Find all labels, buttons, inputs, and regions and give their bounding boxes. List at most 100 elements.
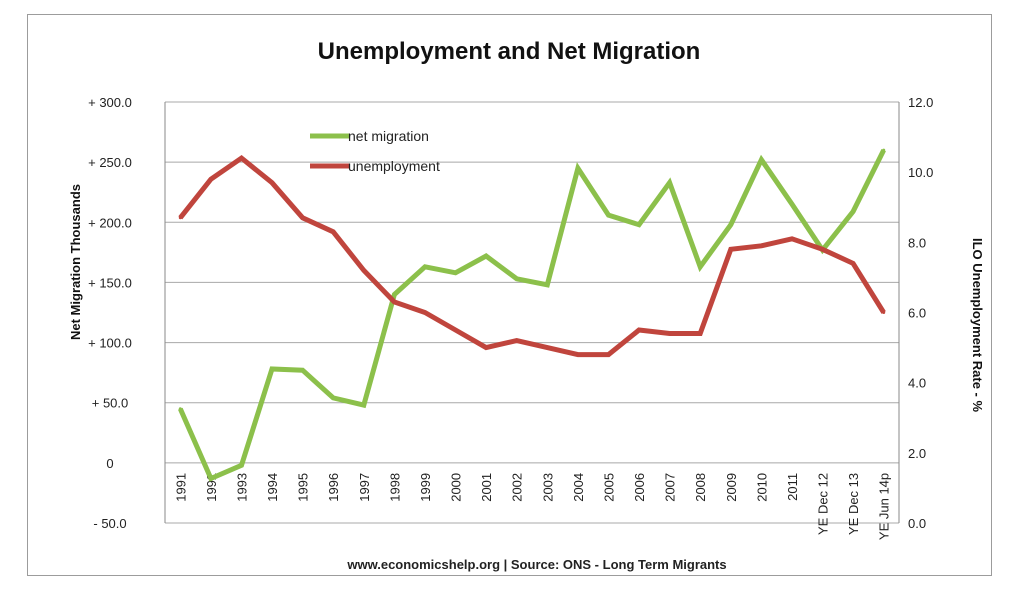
data-point-unemployment	[515, 339, 519, 343]
data-point-unemployment	[882, 311, 886, 314]
legend-label-unemployment: unemployment	[348, 158, 440, 174]
data-point-unemployment	[545, 346, 549, 350]
x-tick-label: 1991	[173, 473, 188, 502]
data-point-net-migration	[759, 158, 763, 162]
x-tick-label: 2010	[754, 473, 769, 502]
data-point-net-migration	[209, 476, 213, 480]
chart-title: Unemployment and Net Migration	[318, 38, 701, 65]
data-point-unemployment	[454, 328, 458, 332]
data-point-unemployment	[392, 300, 396, 304]
data-point-net-migration	[239, 463, 243, 467]
plot-frame	[164, 102, 900, 523]
data-point-net-migration	[606, 213, 610, 217]
data-point-net-migration	[362, 403, 366, 407]
data-point-unemployment	[851, 261, 855, 265]
data-point-net-migration	[423, 265, 427, 269]
left-tick-label: 0	[106, 456, 113, 471]
data-point-net-migration	[545, 283, 549, 287]
data-point-net-migration	[392, 292, 396, 296]
x-tick-label: 2007	[663, 473, 678, 502]
data-point-unemployment	[301, 216, 305, 220]
data-point-unemployment	[239, 156, 243, 160]
left-tick-label: + 300.0	[88, 95, 132, 110]
data-point-unemployment	[698, 332, 702, 336]
data-point-net-migration	[270, 367, 274, 371]
left-tick-label: + 100.0	[88, 336, 132, 351]
right-tick-label: 12.0	[908, 95, 933, 110]
x-tick-label: YE Dec 13	[846, 473, 861, 535]
data-point-net-migration	[178, 407, 182, 411]
data-point-net-migration	[882, 148, 886, 152]
x-tick-label: 2005	[601, 473, 616, 502]
x-tick-label: 2000	[449, 473, 464, 502]
data-point-unemployment	[668, 332, 672, 336]
x-tick-label: 1997	[357, 473, 372, 502]
data-point-net-migration	[515, 277, 519, 281]
x-tick-label: 2003	[540, 473, 555, 502]
data-point-net-migration	[851, 209, 855, 213]
source-note: www.economicshelp.org | Source: ONS - Lo…	[346, 557, 726, 572]
data-point-net-migration	[331, 396, 335, 400]
right-tick-label: 8.0	[908, 235, 926, 250]
data-point-net-migration	[301, 368, 305, 372]
data-point-net-migration	[698, 265, 702, 269]
x-tick-label: YE Dec 12	[816, 473, 831, 535]
data-point-unemployment	[209, 177, 213, 181]
x-tick-label: 2006	[632, 473, 647, 502]
x-tick-label: 2008	[693, 473, 708, 502]
x-tick-label: 1993	[234, 473, 249, 502]
data-point-unemployment	[821, 247, 825, 251]
left-axis-ticks: - 50.0 0 + 50.0 + 100.0 + 150.0 + 200.0 + 250.…	[88, 95, 132, 531]
data-point-net-migration	[729, 223, 733, 227]
data-point-unemployment	[759, 244, 763, 248]
x-tick-label: 1992	[204, 473, 219, 502]
chart-frame: Unemployment and Net Migration - 50.0 0 + …	[27, 14, 992, 576]
data-point-unemployment	[362, 268, 366, 272]
x-tick-label: 2001	[479, 473, 494, 502]
left-tick-label: - 50.0	[93, 516, 126, 531]
x-tick-label: 2011	[785, 473, 800, 501]
right-tick-label: 10.0	[908, 165, 933, 180]
x-tick-label: YE Jun 14p	[877, 473, 892, 540]
data-point-unemployment	[423, 311, 427, 314]
data-point-unemployment	[790, 237, 794, 241]
right-tick-label: 4.0	[908, 376, 926, 391]
x-tick-label: 1994	[265, 473, 280, 502]
data-point-unemployment	[178, 216, 182, 220]
data-point-unemployment	[637, 328, 641, 332]
data-point-net-migration	[637, 223, 641, 227]
data-point-unemployment	[331, 230, 335, 234]
data-point-net-migration	[668, 181, 672, 185]
data-point-unemployment	[606, 353, 610, 357]
data-point-net-migration	[484, 254, 488, 258]
data-point-unemployment	[270, 181, 274, 185]
x-tick-label: 2002	[510, 473, 525, 502]
legend: net migration unemployment	[310, 128, 440, 174]
series-lines	[178, 148, 886, 482]
gridlines	[165, 101, 899, 524]
line-chart: Unemployment and Net Migration - 50.0 0 + …	[68, 38, 985, 572]
left-axis-title: Net Migration Thousands	[68, 184, 83, 340]
x-axis-ticks: 1991 1992 1993 1994 1995 1996 1997 1998 1999 2000…	[173, 473, 891, 540]
data-point-net-migration	[790, 202, 794, 206]
data-point-net-migration	[576, 166, 580, 170]
series-line-net-migration	[178, 148, 886, 482]
x-tick-label: 2004	[571, 473, 586, 502]
right-tick-label: 2.0	[908, 446, 926, 461]
right-axis-ticks: 0.0 2.0 4.0 6.0 8.0 10.0 12.0	[908, 95, 933, 531]
right-tick-label: 6.0	[908, 306, 926, 321]
data-point-unemployment	[484, 346, 488, 350]
left-tick-label: + 250.0	[88, 155, 132, 170]
x-tick-label: 1995	[296, 473, 311, 502]
right-axis-title: ILO Unemployment Rate - %	[970, 238, 985, 413]
series-line-unemployment	[178, 154, 886, 358]
x-tick-label: 2009	[724, 473, 739, 502]
right-tick-label: 0.0	[908, 516, 926, 531]
legend-label-net-migration: net migration	[348, 128, 429, 144]
data-point-net-migration	[454, 271, 458, 275]
data-point-unemployment	[729, 247, 733, 251]
left-tick-label: + 50.0	[92, 396, 129, 411]
left-tick-label: + 200.0	[88, 215, 132, 230]
x-tick-label: 1996	[326, 473, 341, 502]
data-point-unemployment	[576, 353, 580, 357]
